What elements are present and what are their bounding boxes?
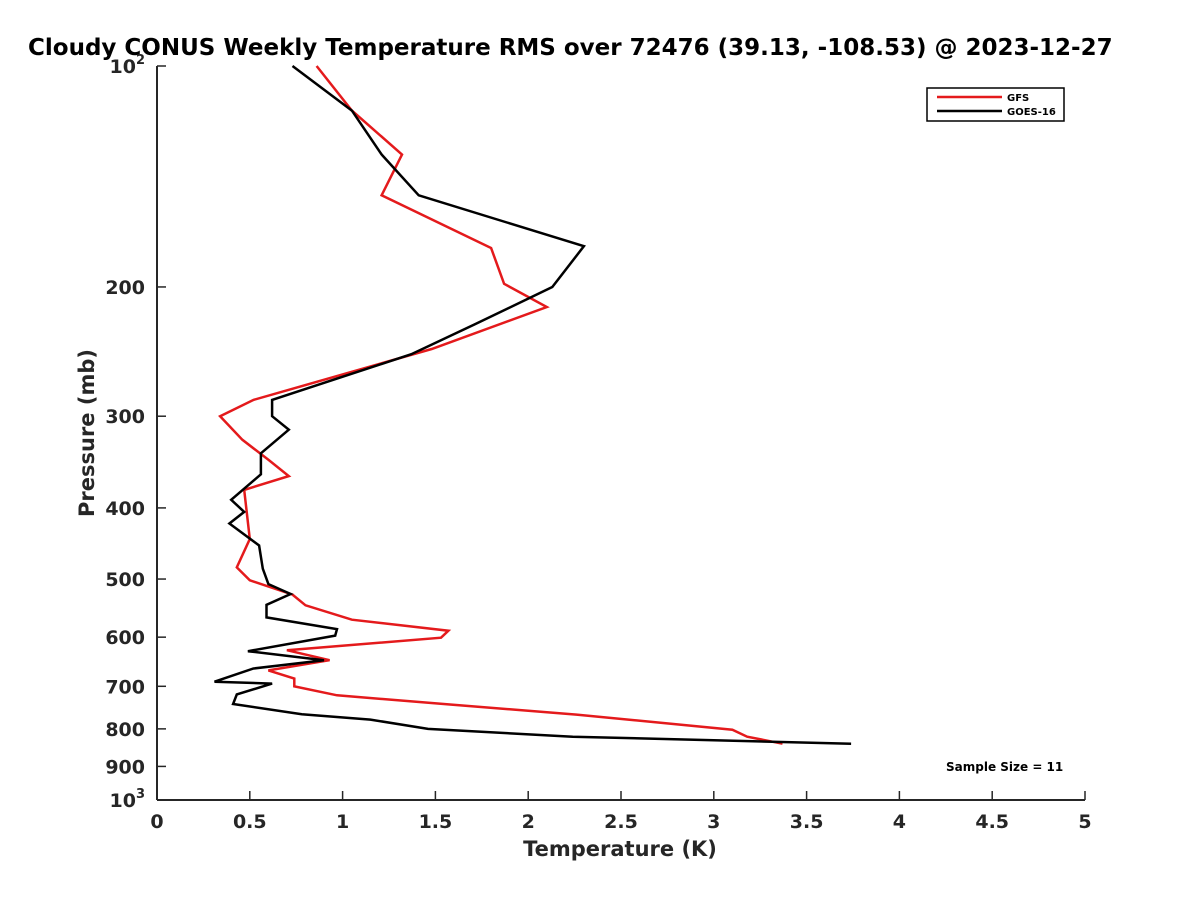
- y-tick-label: 800: [105, 719, 145, 741]
- legend-label-goes-16: GOES-16: [1007, 107, 1056, 118]
- x-tick-label: 5: [1078, 811, 1091, 833]
- plot-axes: [156, 65, 1086, 801]
- x-tick-label: 2: [522, 811, 535, 833]
- x-tick-label: 0: [150, 811, 163, 833]
- x-tick-label: 2.5: [604, 811, 638, 833]
- y-tick-label: 200: [105, 277, 145, 299]
- tick-labels: 0 0.5 1 1.5 2 2.5 3 3.5 4 4.5 5 102 200 300 400 500 600 7…: [105, 53, 1091, 833]
- series-line-gfs: [218, 65, 783, 745]
- y-tick-label: 900: [105, 756, 145, 778]
- y-tick-label: 400: [105, 498, 145, 520]
- x-tick-label: 0.5: [233, 811, 267, 833]
- series-layer: [214, 65, 852, 745]
- x-tick-label: 3.5: [790, 811, 824, 833]
- y-axis-label: Pressure (mb): [75, 349, 99, 517]
- legend-label-gfs: GFS: [1007, 93, 1029, 104]
- x-axis-label: Temperature (K): [523, 837, 717, 861]
- x-tick-label: 1.5: [419, 811, 453, 833]
- y-tick-label: 500: [105, 569, 145, 591]
- series-line-goes-16: [214, 65, 852, 745]
- y-tick-label: 700: [105, 676, 145, 698]
- y-tick-label: 102: [110, 53, 146, 78]
- y-tick-label: 300: [105, 406, 145, 428]
- legend-box: [926, 87, 1065, 122]
- x-tick-label: 4.5: [975, 811, 1009, 833]
- y-tick-label: 103: [110, 787, 146, 812]
- x-tick-label: 3: [707, 811, 720, 833]
- x-tick-label: 1: [336, 811, 349, 833]
- chart-title: Cloudy CONUS Weekly Temperature RMS over…: [28, 35, 1113, 61]
- legend: GFS GOES-16: [926, 87, 1065, 122]
- y-tick-label: 600: [105, 627, 145, 649]
- sample-size-annotation: Sample Size = 11: [946, 760, 1063, 774]
- x-tick-label: 4: [893, 811, 906, 833]
